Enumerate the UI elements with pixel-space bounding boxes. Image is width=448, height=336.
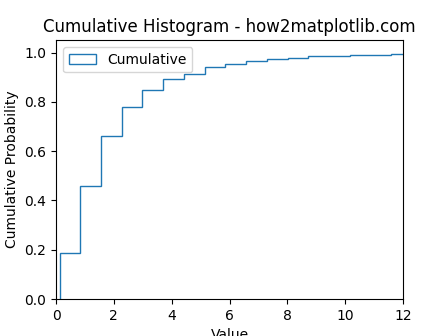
Title: Cumulative Histogram - how2matplotlib.com: Cumulative Histogram - how2matplotlib.co… [43,18,416,36]
X-axis label: Value: Value [211,328,249,336]
Legend: Cumulative: Cumulative [63,47,192,72]
Y-axis label: Cumulative Probability: Cumulative Probability [5,91,19,249]
